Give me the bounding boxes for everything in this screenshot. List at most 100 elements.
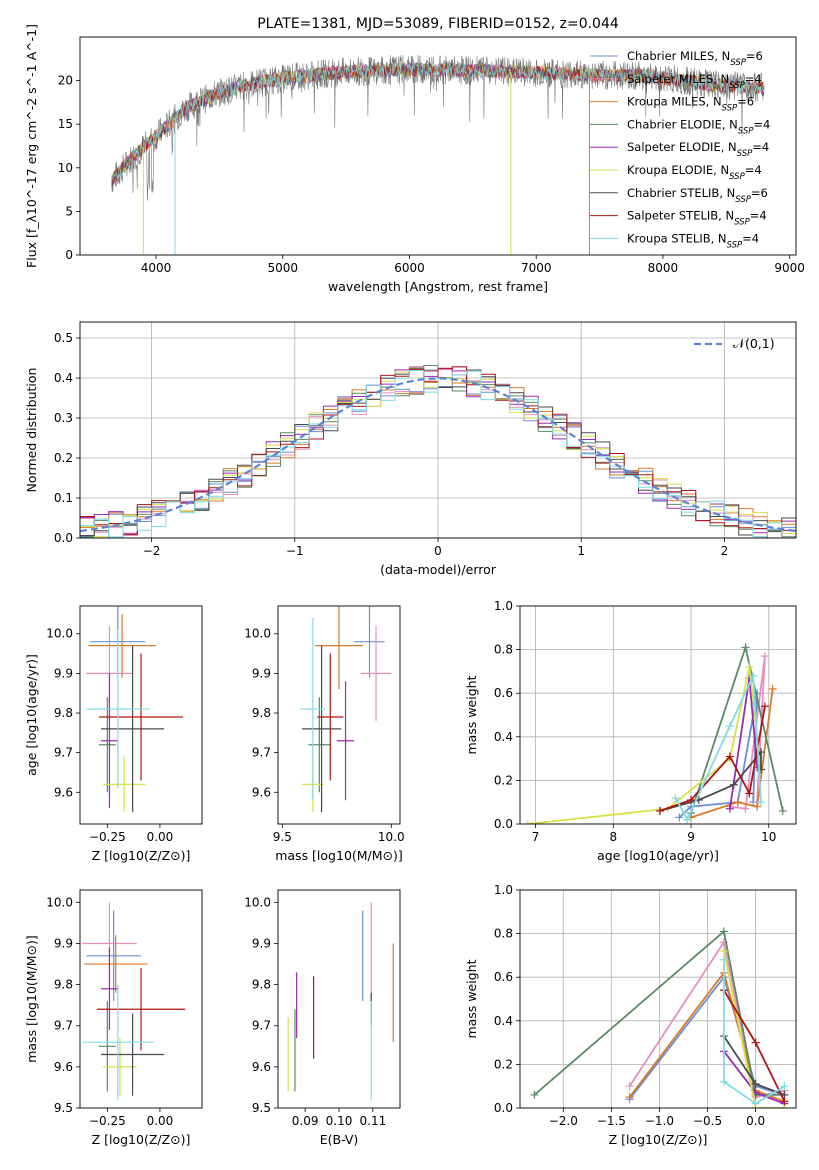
y-axis-label: mass [log10(M/M⊙)] (24, 935, 39, 1063)
y-axis-label: mass weight (464, 675, 479, 754)
x-tick-label: −0.25 (89, 1114, 126, 1128)
x-tick-label: 0.11 (360, 1114, 387, 1128)
axes-frame (519, 889, 797, 1109)
spectrum-panel: PLATE=1381, MJD=53089, FIBERID=0152, z=0… (24, 16, 805, 294)
y-tick-label: 0.2 (54, 451, 73, 465)
weight-point (671, 793, 680, 802)
x-tick-label: −1.0 (645, 1114, 674, 1128)
y-tick-label: 9.8 (54, 978, 73, 992)
weight-point (745, 663, 754, 672)
weight-point (751, 1038, 760, 1047)
y-tick-label: 9.9 (54, 936, 73, 950)
y-tick-label: 9.5 (54, 1101, 73, 1115)
y-axis-label: Normed distribution (24, 368, 39, 493)
x-tick-label: −0.5 (693, 1114, 722, 1128)
x-tick-label: 4000 (141, 261, 172, 275)
x-axis-label: age [log10(age/yr)] (597, 848, 719, 863)
ebv-plot (287, 902, 394, 1100)
y-tick-label: 10.0 (46, 895, 73, 909)
mass-vs-Z-panel: −0.25 0.00 9.5 9.6 9.7 9.8 9.9 10.0 Z [log10(Z/Z… (24, 889, 203, 1147)
y-tick-label: 0.5 (54, 331, 73, 345)
y-tick-label: 9.7 (54, 746, 73, 760)
mass-weight-vs-age-panel: 7 8 9 10 0.0 0.2 0.4 0.6 0.8 1.0 age [log10(age/yr… (464, 599, 797, 863)
weight-point (725, 752, 734, 761)
x-axis-label: wavelength [Angstrom, rest frame] (328, 279, 548, 294)
y-tick-label: 9.9 (252, 936, 271, 950)
weight-point (683, 815, 692, 824)
weight-point (625, 1082, 634, 1091)
y-tick-label: 9.6 (252, 785, 271, 799)
y-tick-label: 5 (65, 204, 73, 218)
weight-point (725, 804, 734, 813)
weight-point (751, 1099, 760, 1108)
y-tick-label: 9.8 (252, 978, 271, 992)
y-tick-label: 10 (58, 161, 73, 175)
x-tick-label: 5000 (267, 261, 298, 275)
y-tick-label: 15 (58, 117, 73, 131)
weight-line (723, 959, 785, 1105)
legend-entry: Chabrier ELODIE, NSSP=4 (627, 117, 770, 136)
y-tick-label: 0.1 (54, 491, 73, 505)
y-axis-label: Flux [f_λ10^-17 erg cm^-2 s^-1 A^-1] (24, 24, 39, 268)
x-axis-label: Z [log10(Z/Z⊙)] (609, 1132, 708, 1147)
weight-point (753, 802, 762, 811)
legend-entry: Chabrier MILES, NSSP=6 (627, 49, 763, 68)
y-tick-label: 0 (65, 248, 73, 262)
x-tick-label: 9000 (774, 261, 805, 275)
weight-line (628, 939, 785, 1099)
x-axis-label: mass [log10(M/M⊙)] (275, 848, 403, 863)
x-tick-label: 0 (434, 544, 442, 558)
y-tick-label: 9.8 (252, 706, 271, 720)
axes-frame (519, 605, 797, 825)
y-tick-label: 9.9 (252, 666, 271, 680)
weight-point (530, 1090, 539, 1099)
x-tick-label: 0.10 (326, 1114, 353, 1128)
weight-point (741, 643, 750, 652)
weight-point (719, 955, 728, 964)
legend-entry: 𝒩(0,1) (733, 336, 775, 351)
y-tick-label: 9.6 (54, 785, 73, 799)
x-tick-label: 8000 (648, 261, 679, 275)
x-axis-label: (data-model)/error (380, 562, 497, 577)
weight-point (768, 684, 777, 693)
y-tick-label: 9.9 (54, 666, 73, 680)
residuals-plot (80, 365, 796, 538)
weight-point (780, 1097, 789, 1106)
axes-frame (277, 605, 401, 825)
x-tick-label: 0.00 (147, 1114, 174, 1128)
weight-point (655, 806, 664, 815)
weight-point (760, 702, 769, 711)
y-tick-label: 9.6 (54, 1060, 73, 1074)
x-tick-label: 10.0 (378, 830, 405, 844)
y-tick-label: 0.0 (494, 1101, 513, 1115)
x-axis-label: Z [log10(Z/Z⊙)] (92, 848, 191, 863)
x-axis-label: E(B-V) (320, 1132, 359, 1147)
residual-histogram (80, 370, 796, 538)
y-tick-label: 0.4 (494, 1014, 513, 1028)
model-line-kroupa-stelib (111, 62, 765, 180)
x-tick-label: 7 (532, 830, 540, 844)
y-tick-label: 9.8 (54, 706, 73, 720)
residual-histogram (80, 366, 796, 538)
weight-point (778, 806, 787, 815)
mass-weight-vs-age-plot (523, 643, 787, 824)
y-tick-label: 0.3 (54, 411, 73, 425)
weight-point (675, 813, 684, 822)
residual-histogram (80, 367, 796, 538)
weight-point (751, 1080, 760, 1089)
y-tick-label: 0.0 (494, 817, 513, 831)
x-tick-label: 0.00 (147, 830, 174, 844)
y-tick-label: 9.7 (252, 1019, 271, 1033)
y-tick-label: 9.5 (252, 1101, 271, 1115)
weight-point (760, 652, 769, 661)
y-tick-label: 1.0 (494, 883, 513, 897)
weight-point (719, 1077, 728, 1086)
weight-point (625, 1093, 634, 1102)
legend-entry: Kroupa STELIB, NSSP=4 (627, 231, 759, 250)
weight-point (749, 671, 758, 680)
axes-frame (79, 605, 203, 825)
y-tick-label: 10.0 (244, 895, 271, 909)
weight-point (757, 798, 766, 807)
weight-point (719, 927, 728, 936)
